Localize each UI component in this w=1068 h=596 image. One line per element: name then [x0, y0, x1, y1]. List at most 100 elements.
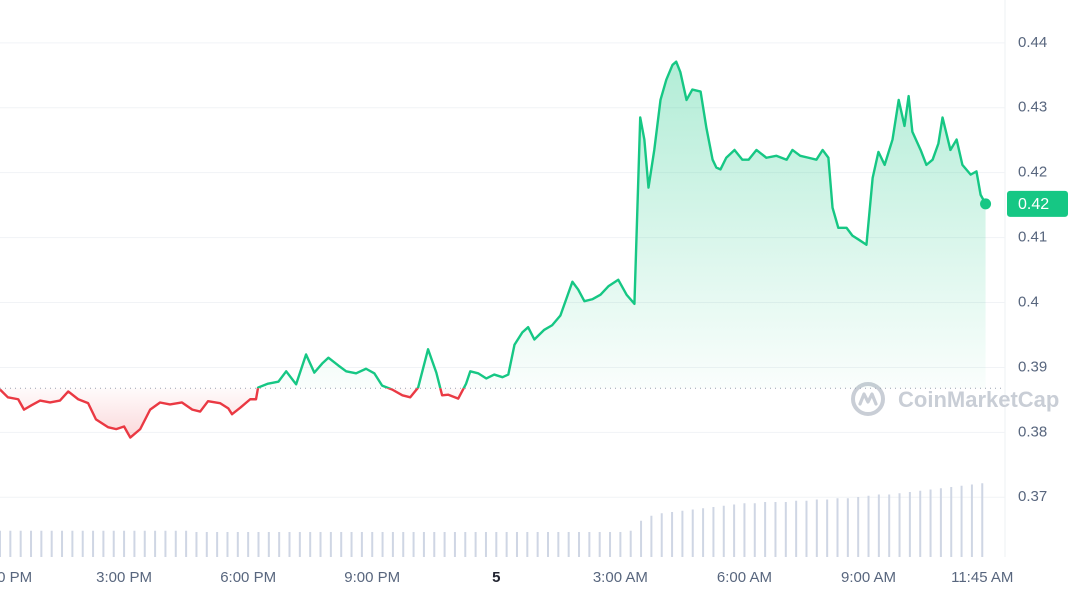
volume-bar: [908, 492, 911, 557]
volume-bar: [92, 530, 95, 557]
volume-bar: [381, 532, 384, 557]
volume-bar: [40, 530, 43, 557]
volume-bar: [784, 502, 787, 557]
volume-bar: [898, 493, 901, 557]
x-tick-label: 11:45 AM: [951, 569, 1013, 586]
volume-bar: [660, 513, 663, 557]
volume-bar: [422, 532, 425, 557]
volume-bar: [743, 503, 746, 557]
volume-bar: [681, 510, 684, 557]
volume-bar: [546, 532, 549, 557]
volume-bar: [9, 530, 12, 557]
area-up: [257, 61, 986, 389]
watermark-logo: [851, 382, 885, 416]
volume-bar: [970, 484, 973, 557]
y-tick-label: 0.42: [1018, 164, 1047, 181]
volume-bar: [484, 532, 487, 557]
y-tick-label: 0.4: [1018, 293, 1039, 310]
price-line-up: [256, 60, 987, 389]
volume-bar: [857, 497, 860, 557]
y-tick-label: 0.44: [1018, 34, 1047, 51]
volume-bar: [19, 530, 22, 557]
y-tick-label: 0.41: [1018, 229, 1047, 246]
volume-bar: [515, 532, 518, 557]
volume-bar: [267, 532, 270, 557]
y-tick-label: 0.37: [1018, 488, 1047, 505]
volume-bar: [950, 487, 953, 557]
volume-bar: [329, 532, 332, 557]
volume-bar: [526, 532, 529, 557]
volume-bar: [81, 530, 84, 557]
volume-bar: [691, 509, 694, 557]
price-line-down: [0, 388, 466, 439]
volume-bar: [981, 483, 984, 557]
volume-bar: [288, 532, 291, 557]
volume-bar: [805, 500, 808, 557]
x-tick-label: 9:00 AM: [841, 569, 896, 586]
volume-bar: [257, 532, 260, 557]
volume-bar: [495, 532, 498, 557]
volume-bar: [402, 532, 405, 557]
watermark: CoinMarketCap: [851, 382, 1059, 416]
volume-bar: [123, 530, 126, 557]
volume-bar: [919, 490, 922, 557]
y-tick-label: 0.39: [1018, 358, 1047, 375]
volume-bar: [733, 504, 736, 557]
volume-bar: [619, 532, 622, 557]
price-tag: [1007, 190, 1068, 217]
x-tick-label: 6:00 PM: [220, 569, 276, 586]
volume-bar: [609, 532, 612, 557]
y-tick-label: 0.43: [1018, 99, 1047, 116]
volume-bar: [929, 489, 932, 557]
volume-bar: [298, 532, 301, 557]
volume-bar: [30, 530, 33, 557]
volume-bar: [702, 508, 705, 557]
volume-bar: [412, 532, 415, 557]
volume-bar: [205, 532, 208, 557]
volume-bar: [133, 530, 136, 557]
volume-bar: [722, 505, 725, 557]
x-tick-label: 9:00 PM: [344, 569, 400, 586]
volume-bar: [185, 530, 188, 557]
volume-bar: [640, 520, 643, 557]
volume-bar: [474, 532, 477, 557]
last-point: [980, 198, 992, 210]
volume-bar: [464, 532, 467, 557]
volume-bar: [319, 532, 322, 557]
volume-bar: [867, 495, 870, 557]
volume-bar: [567, 532, 570, 557]
volume-bar: [815, 499, 818, 557]
volume-bar: [598, 532, 601, 557]
volume-bar: [216, 532, 219, 557]
volume-bar: [960, 485, 963, 557]
volume-bar: [360, 532, 363, 557]
volume-bar: [557, 532, 560, 557]
volume-bar: [226, 532, 229, 557]
volume-bar: [371, 532, 374, 557]
line-layer: [0, 60, 1005, 439]
volume-bar: [174, 530, 177, 557]
volume-bar: [164, 530, 167, 557]
volume-bar: [278, 532, 281, 557]
volume-bar: [650, 515, 653, 557]
volume-bar: [764, 502, 767, 557]
volume-bar: [877, 494, 880, 557]
volume-bar: [774, 502, 777, 557]
x-tick-label: 5: [492, 569, 500, 586]
volume-bar: [195, 532, 198, 557]
volume-bar: [143, 530, 146, 557]
volume-bar: [578, 532, 581, 557]
price-tag-label: 0.42: [1018, 196, 1049, 213]
x-tick-label: 6:00 AM: [717, 569, 772, 586]
y-tick-label: 0.38: [1018, 423, 1047, 440]
volume-bar: [753, 503, 756, 557]
grid-layer: [0, 0, 1006, 557]
volume-layer: [0, 483, 984, 557]
volume-bar: [236, 532, 239, 557]
volume-bar: [629, 530, 632, 557]
volume-bar: [836, 498, 839, 557]
volume-bar: [505, 532, 508, 557]
volume-bar: [453, 532, 456, 557]
